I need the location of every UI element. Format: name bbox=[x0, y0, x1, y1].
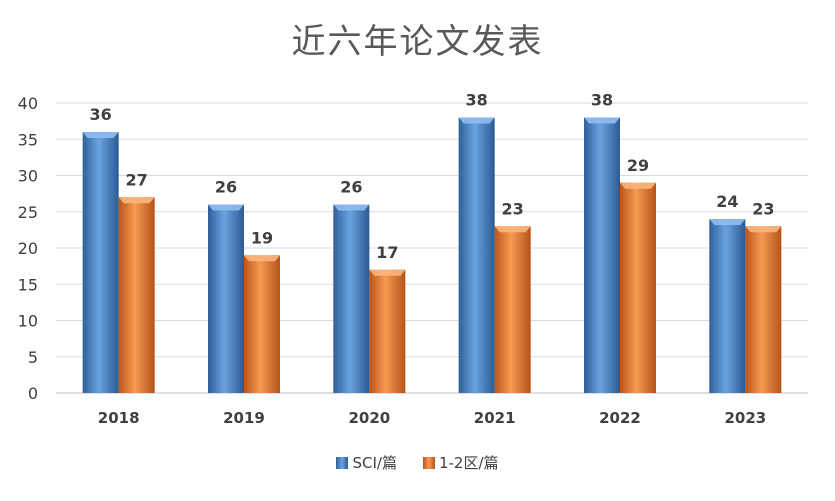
bar-sci-2020 bbox=[333, 204, 370, 393]
y-tick-label-15: 15 bbox=[18, 275, 38, 294]
bar-bevel-sci-2023 bbox=[709, 219, 746, 225]
data-label-zone-2021: 23 bbox=[502, 199, 524, 218]
bar-bevel-zone-2019 bbox=[244, 255, 280, 262]
data-label-zone-2018: 27 bbox=[126, 170, 148, 189]
bar-sci-2022 bbox=[584, 117, 620, 393]
y-tick-label-5: 5 bbox=[28, 348, 38, 367]
data-label-sci-2019: 26 bbox=[215, 178, 237, 197]
data-label-zone-2023: 23 bbox=[752, 199, 774, 218]
bar-sci-2018 bbox=[82, 132, 119, 393]
data-label-zone-2019: 19 bbox=[251, 228, 273, 247]
y-tick-label-35: 35 bbox=[18, 130, 38, 149]
legend-item-zone: 1-2区/篇 bbox=[422, 452, 499, 473]
bar-bevel-zone-2022 bbox=[620, 182, 656, 189]
y-tick-label-20: 20 bbox=[18, 239, 38, 258]
bar-zone-2020 bbox=[369, 269, 406, 393]
bar-zone-2023 bbox=[745, 226, 782, 393]
legend-label-sci: SCI/篇 bbox=[352, 454, 397, 472]
legend: SCI/篇 1-2区/篇 bbox=[0, 452, 835, 473]
y-tick-label-10: 10 bbox=[18, 312, 38, 331]
bar-sci-2023 bbox=[709, 219, 746, 393]
data-label-sci-2022: 38 bbox=[591, 91, 613, 110]
x-tick-label-2021: 2021 bbox=[474, 409, 516, 427]
data-label-sci-2023: 24 bbox=[716, 192, 738, 211]
bar-bevel-zone-2018 bbox=[118, 197, 155, 204]
bar-bevel-zone-2023 bbox=[745, 226, 782, 233]
legend-swatch-zone bbox=[422, 456, 435, 469]
bar-bevel-zone-2021 bbox=[494, 226, 531, 233]
bar-zone-2019 bbox=[244, 255, 280, 393]
data-label-sci-2020: 26 bbox=[340, 178, 362, 197]
legend-item-sci: SCI/篇 bbox=[336, 452, 397, 473]
bar-bevel-sci-2019 bbox=[208, 204, 244, 211]
legend-label-zone: 1-2区/篇 bbox=[438, 454, 499, 472]
data-label-zone-2020: 17 bbox=[376, 243, 398, 262]
bar-bevel-sci-2020 bbox=[333, 204, 370, 211]
bar-bevel-sci-2022 bbox=[584, 117, 620, 124]
bar-bevel-zone-2020 bbox=[369, 269, 406, 276]
bar-bevel-sci-2021 bbox=[458, 117, 495, 124]
bar-sci-2019 bbox=[208, 204, 244, 393]
x-tick-label-2018: 2018 bbox=[98, 409, 140, 427]
y-tick-label-25: 25 bbox=[18, 203, 38, 222]
bar-bevel-sci-2018 bbox=[82, 132, 119, 138]
data-label-sci-2018: 36 bbox=[90, 105, 112, 124]
bar-zone-2018 bbox=[118, 197, 155, 393]
y-tick-label-0: 0 bbox=[28, 384, 38, 403]
bar-zone-2022 bbox=[620, 182, 656, 393]
chart-title: 近六年论文发表 bbox=[291, 22, 544, 62]
data-label-sci-2021: 38 bbox=[466, 91, 488, 110]
bar-zone-2021 bbox=[494, 226, 531, 393]
bar-sci-2021 bbox=[458, 117, 495, 393]
x-tick-label-2019: 2019 bbox=[223, 409, 265, 427]
y-tick-label-40: 40 bbox=[18, 94, 38, 113]
x-tick-label-2022: 2022 bbox=[599, 409, 641, 427]
data-label-zone-2022: 29 bbox=[627, 156, 649, 175]
x-tick-label-2023: 2023 bbox=[724, 409, 766, 427]
y-tick-label-30: 30 bbox=[18, 167, 38, 186]
legend-swatch-sci bbox=[336, 456, 349, 469]
x-tick-label-2020: 2020 bbox=[348, 409, 390, 427]
